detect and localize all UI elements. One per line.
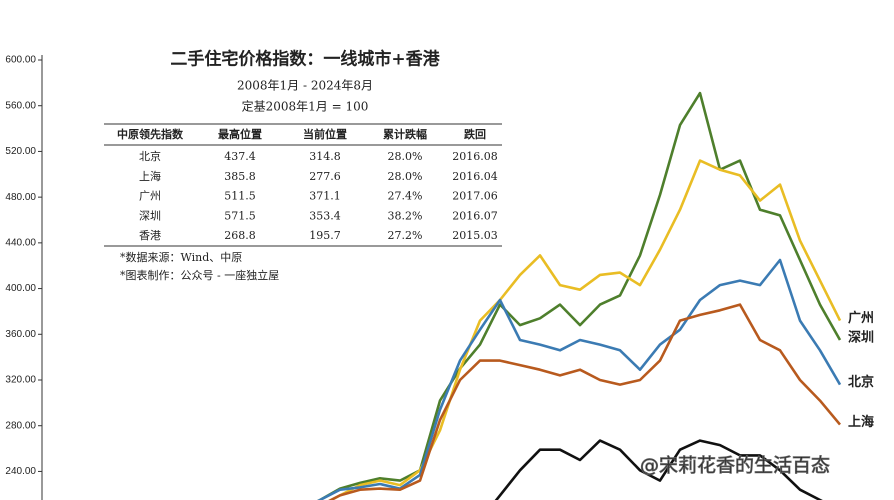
table-cell: 2016.08 bbox=[452, 150, 498, 163]
table-cell: 27.2% bbox=[388, 229, 423, 242]
table-cell: 深圳 bbox=[139, 209, 161, 222]
table-cell: 314.8 bbox=[309, 150, 341, 163]
y-tick-label: 520.00 bbox=[5, 146, 36, 157]
table-cell: 27.4% bbox=[388, 190, 423, 203]
table-cell: 571.5 bbox=[224, 209, 256, 222]
chart-title: 二手住宅价格指数：一线城市+香港 bbox=[170, 49, 440, 70]
plot-area bbox=[317, 91, 842, 500]
line-label: 北京 bbox=[848, 374, 874, 390]
table-cell: 437.4 bbox=[224, 150, 256, 163]
table-cell: 香港 bbox=[139, 229, 161, 242]
table-cell: 上海 bbox=[139, 169, 161, 183]
table-header: 最高位置 bbox=[218, 127, 262, 141]
series-line bbox=[317, 91, 842, 500]
y-tick-label: 360.00 bbox=[5, 329, 36, 340]
y-ticks: 240.00 280.00 320.00 360.00 400.00 440.00 480.… bbox=[5, 55, 42, 477]
y-tick-label: 400.00 bbox=[5, 283, 36, 294]
chart-subtitle: 2008年1月 - 2024年8月 bbox=[237, 79, 373, 93]
table-cell: 195.7 bbox=[309, 229, 341, 242]
y-tick-label: 440.00 bbox=[5, 237, 36, 248]
table-header: 跌回 bbox=[464, 127, 486, 141]
table-header: 当前位置 bbox=[303, 127, 347, 141]
table-cell: 2016.04 bbox=[452, 170, 498, 183]
table-cell: 28.0% bbox=[388, 170, 423, 183]
table-cell: 353.4 bbox=[309, 209, 341, 222]
source-note: *数据来源：Wind、中原 bbox=[120, 250, 242, 264]
table-cell: 38.2% bbox=[388, 209, 423, 222]
table-cell: 2015.03 bbox=[452, 229, 498, 242]
series-line bbox=[317, 258, 842, 500]
y-tick-label: 240.00 bbox=[5, 466, 36, 477]
table-cell: 广州 bbox=[139, 190, 161, 203]
table-cell: 2017.06 bbox=[452, 190, 498, 203]
table-cell: 385.8 bbox=[224, 170, 256, 183]
table-cell: 511.5 bbox=[224, 190, 256, 203]
series-line bbox=[494, 439, 823, 500]
y-tick-label: 600.00 bbox=[5, 55, 36, 66]
line-label: 广州 bbox=[848, 310, 874, 326]
watermark: @宋莉花香的生活百态 bbox=[640, 455, 830, 477]
y-tick-label: 560.00 bbox=[5, 100, 36, 111]
y-tick-label: 480.00 bbox=[5, 192, 36, 203]
table-header: 累计跌幅 bbox=[383, 127, 427, 141]
table-cell: 268.8 bbox=[224, 229, 256, 242]
table-cell: 28.0% bbox=[388, 150, 423, 163]
y-tick-label: 320.00 bbox=[5, 375, 36, 386]
y-tick-label: 280.00 bbox=[5, 420, 36, 431]
table-cell: 371.1 bbox=[309, 190, 341, 203]
line-label: 上海 bbox=[848, 414, 874, 430]
table-cell: 2016.07 bbox=[452, 209, 498, 222]
line-label: 深圳 bbox=[848, 330, 874, 346]
series-line bbox=[328, 159, 842, 500]
series-line bbox=[328, 303, 841, 500]
table-cell: 277.6 bbox=[309, 170, 341, 183]
table-cell: 北京 bbox=[139, 149, 161, 163]
source-note: *图表制作：公众号 - 一座独立屋 bbox=[120, 268, 279, 282]
chart-note: 定基2008年1月 = 100 bbox=[242, 99, 369, 114]
table-header: 中原领先指数 bbox=[117, 127, 184, 141]
